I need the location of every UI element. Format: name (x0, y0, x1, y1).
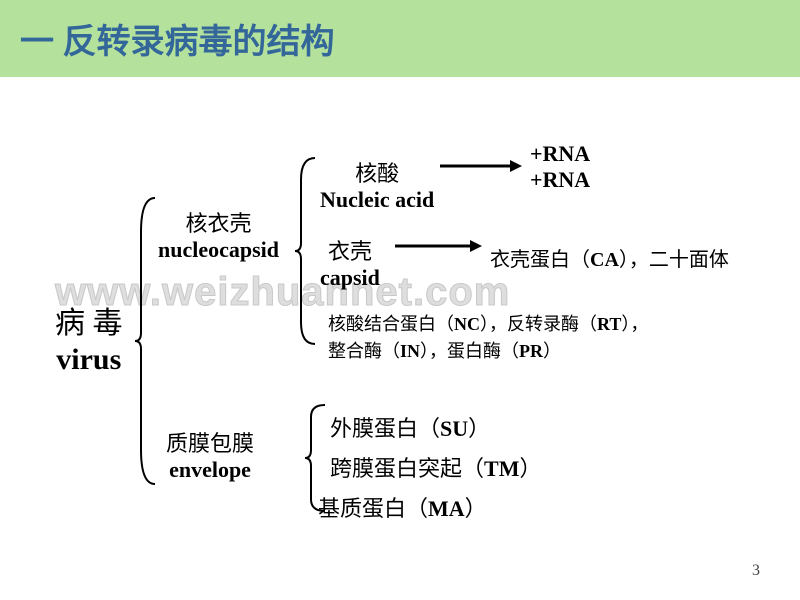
capsid-detail: 衣壳蛋白（CA），二十面体 (490, 243, 729, 272)
page-number: 3 (752, 562, 760, 580)
brace-virus (135, 196, 159, 486)
virus-en: virus (55, 342, 123, 378)
other-proteins: 核酸结合蛋白（NC），反转录酶（RT），整合酶（IN），蛋白酶（PR） (328, 311, 648, 365)
node-ma: 基质蛋白（MA） (318, 491, 487, 523)
arrow-capsid (395, 236, 482, 256)
brace-envelope (305, 403, 329, 513)
diagram-area: 病 毒 virus 核衣壳 nucleocapsid 质膜包膜 envelope… (0, 77, 800, 597)
node-rna: +RNA +RNA (530, 141, 590, 194)
arrow-rna (440, 156, 522, 176)
slide: 一 反转录病毒的结构 www.weizhuannet.com 病 毒 virus… (0, 0, 800, 600)
envelope-en: envelope (166, 457, 254, 483)
nucleic-acid-en: Nucleic acid (320, 187, 434, 213)
nucleic-acid-cn: 核酸 (320, 161, 434, 187)
nucleocapsid-cn: 核衣壳 (158, 211, 279, 237)
node-virus: 病 毒 virus (55, 306, 123, 378)
title-bar: 一 反转录病毒的结构 (0, 0, 800, 77)
node-capsid: 衣壳 capsid (320, 239, 380, 292)
capsid-en: capsid (320, 265, 380, 291)
virus-cn: 病 毒 (55, 306, 123, 342)
envelope-cn: 质膜包膜 (166, 431, 254, 457)
brace-nucleocapsid (295, 156, 319, 346)
node-nucleocapsid: 核衣壳 nucleocapsid (158, 211, 279, 264)
node-tm: 跨膜蛋白突起（TM） (330, 451, 541, 483)
node-su: 外膜蛋白（SU） (330, 411, 490, 443)
capsid-cn: 衣壳 (320, 239, 380, 265)
slide-title: 一 反转录病毒的结构 (20, 24, 335, 61)
node-envelope: 质膜包膜 envelope (166, 431, 254, 484)
node-nucleic-acid: 核酸 Nucleic acid (320, 161, 434, 214)
nucleocapsid-en: nucleocapsid (158, 237, 279, 263)
